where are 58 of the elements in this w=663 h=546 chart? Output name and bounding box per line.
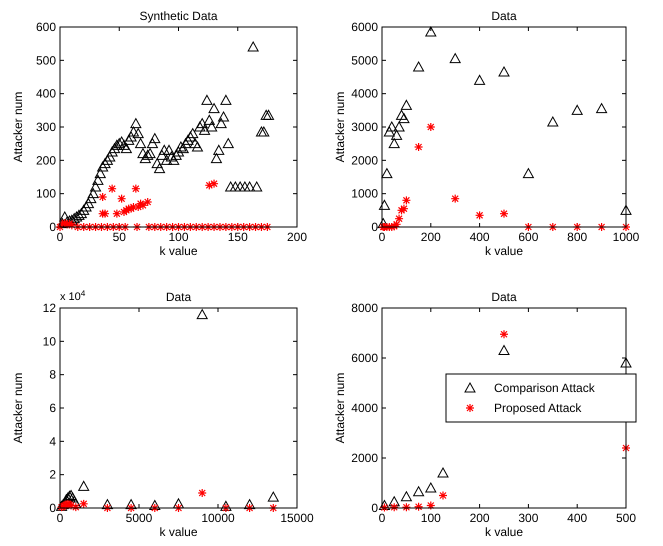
x-tick-label: 1000 [612,230,640,244]
x-tick-label: 50 [112,230,126,244]
y-tick-label: 4000 [351,401,378,415]
x-tick-label: 300 [518,511,539,525]
x-tick-label: 200 [470,511,490,525]
x-axis-title: k value [159,244,198,258]
y-tick-label: 300 [36,120,56,134]
y-tick-label: 6000 [351,20,378,34]
x-tick-label: 200 [286,230,308,244]
y-tick-label: 3000 [351,120,378,134]
x-tick-label: 400 [567,511,588,525]
x-tick-label: 15000 [280,511,314,525]
y-tick-label: 10 [42,334,56,348]
y-tick-label: 0 [49,220,56,234]
y-tick-label: 0 [371,501,378,515]
legend-label: Proposed Attack [494,401,582,415]
legend-label: Comparison Attack [494,381,596,395]
x-tick-label: 400 [470,230,490,244]
x-tick-label: 100 [420,511,442,525]
y-axis-title: Attacker num [11,92,25,162]
y-tick-label: 6 [49,401,56,415]
y-tick-label: 8000 [351,301,378,315]
x-axis-title: k value [159,525,198,539]
chart-title: Data [491,9,517,23]
y-tick-label: 4 [49,434,56,448]
x-tick-label: 5000 [126,511,153,525]
x-tick-label: 800 [567,230,588,244]
y-tick-label: 100 [36,186,56,201]
y-tick-label: 400 [36,86,56,101]
y-tick-label: 2000 [351,153,378,168]
chart-title: Data [166,290,192,304]
x-tick-label: 500 [616,511,636,525]
y-tick-label: 12 [42,301,56,315]
y-tick-label: 2 [49,468,56,482]
x-tick-label: 150 [228,230,248,244]
y-tick-label: 8 [49,368,56,382]
y-tick-label: 600 [36,20,56,34]
y-tick-label: 6000 [351,351,378,365]
y-axis-title: Attacker num [333,372,347,444]
chart-title: Data [491,290,517,304]
y-axis-title: Attacker num [11,372,25,444]
y-tick-label: 200 [36,153,56,168]
y-tick-label: 500 [36,53,56,68]
x-axis-title: k value [484,244,524,258]
x-tick-label: 600 [518,230,539,244]
y-tick-label: 0 [49,501,56,515]
text: x 10$^{4}$ [60,288,86,303]
chart-title: Synthetic Data [139,9,218,23]
y-axis-title: Attacker num [333,92,347,162]
x-axis-title: k value [484,525,524,539]
y-tick-label: 1000 [351,186,378,201]
y-tick-label: 5000 [351,53,378,68]
y-tick-label: 4000 [351,86,378,101]
x-tick-label: 100 [168,230,189,244]
x-tick-label: 10000 [201,511,236,525]
x-tick-label: 200 [420,230,442,244]
y-tick-label: 2000 [351,451,378,465]
y-tick-label: 0 [371,220,378,234]
